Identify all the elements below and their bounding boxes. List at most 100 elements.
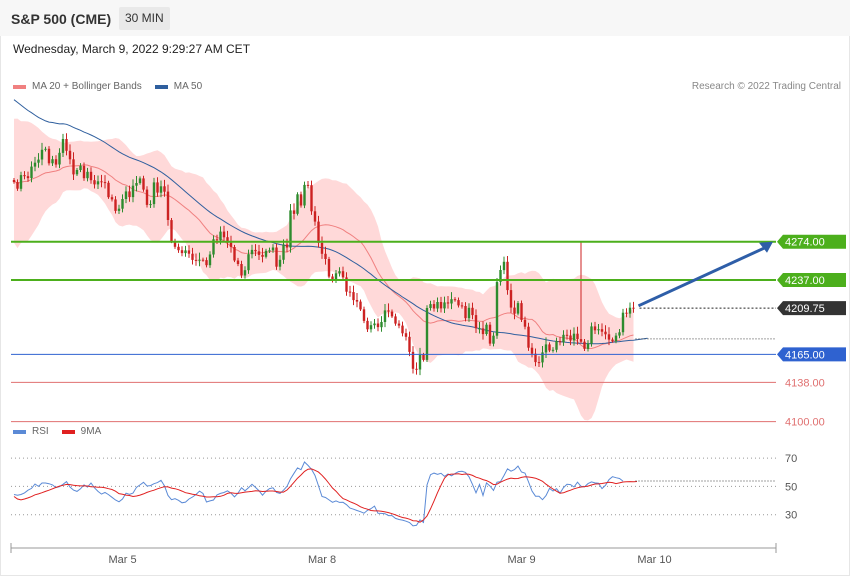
candle-body [523,319,527,327]
candle-body [93,180,96,185]
level-label-4100.00: 4100.00 [785,417,825,429]
candle-body [607,334,611,340]
candle-body [565,334,569,336]
candle-body [65,139,68,151]
candle-body [135,183,138,186]
candle-body [506,261,509,291]
candle-body [296,194,299,214]
candle-body [275,247,278,267]
candle-body [436,302,439,309]
rsi-ma-legend-swatch [61,429,75,434]
candle-body [600,329,604,332]
candle-body [110,197,114,200]
level-tag-4165.00 [777,347,846,362]
candle-body [292,210,296,214]
candle-body [562,334,565,343]
candle-body [219,231,222,241]
x-tick-label: Mar 9 [507,554,535,566]
candle-body [19,175,23,189]
candle-body [541,352,544,363]
candle-body [103,182,107,184]
candle-body [215,239,219,241]
candle-body [138,178,142,184]
candle-body [233,247,236,261]
candle-body [341,271,345,278]
candle-body [226,237,229,243]
candle-body [117,208,121,211]
candle-body [558,341,562,343]
candle-body [450,299,453,304]
x-tick-label: Mar 8 [308,554,336,566]
candle-body [51,159,54,164]
candle-body [422,354,425,360]
candle-body [376,323,380,328]
candle-body [509,290,513,308]
candle-body [201,259,205,261]
candle-body [446,302,450,304]
candle-body [208,254,212,266]
candle-body [338,271,341,274]
candle-body [625,312,628,314]
level-tag-4209.75 [777,301,846,316]
candle-body [621,312,625,333]
candle-body [474,315,478,329]
candle-body [142,178,145,190]
candle-body [404,333,408,337]
candle-body [23,175,26,177]
projection-arrow-shaft [637,246,766,308]
candle-body [534,353,537,363]
candle-body [488,324,492,344]
price-legend: MA 20 + Bollinger Bands MA 50 [13,81,215,92]
candle-body [516,303,520,314]
candle-body [481,328,485,335]
candle-body [257,251,261,255]
candle-body [159,186,163,193]
rsi-ma-legend-label: 9MA [80,426,102,437]
candle-body [530,347,534,354]
candle-body [457,300,460,306]
candle-body [611,339,614,342]
candle-body [58,152,61,165]
chart-header: S&P 500 (CME) 30 MIN [0,0,850,36]
candle-body [418,354,422,370]
candle-body [121,199,124,209]
candle-body [362,309,366,321]
candle-body [261,254,264,257]
candles [12,133,635,376]
candle-body [632,307,635,309]
candle-body [544,344,548,353]
candle-body [415,368,418,370]
candle-body [590,326,593,344]
candle-body [187,250,191,254]
candle-body [586,343,590,349]
candle-body [390,311,394,317]
candle-body [513,307,516,314]
x-tick-label: Mar 10 [637,554,671,566]
candle-body [387,310,390,312]
candle-body [334,273,338,281]
timeframe-badge[interactable]: 30 MIN [119,7,170,30]
candle-body [320,242,324,254]
candle-body [145,189,149,205]
chart-datetime: Wednesday, March 9, 2022 9:29:27 AM CET [13,42,251,56]
candle-body [278,259,282,267]
candle-body [429,304,432,308]
candle-body [520,303,523,320]
candle-body [604,331,607,335]
candle-body [250,249,254,255]
chart-credit: Research © 2022 Trading Central [691,81,841,92]
candle-body [282,244,285,260]
candle-body [247,254,250,271]
candle-body [229,242,233,247]
ma50-legend-swatch [154,84,168,89]
candle-body [61,139,65,153]
candle-body [495,281,499,336]
candle-body [394,316,397,324]
candle-body [86,171,89,179]
candle-body [432,304,436,309]
candle-body [240,264,243,276]
candle-body [331,276,334,281]
candle-body [264,250,268,257]
candle-body [268,250,271,252]
